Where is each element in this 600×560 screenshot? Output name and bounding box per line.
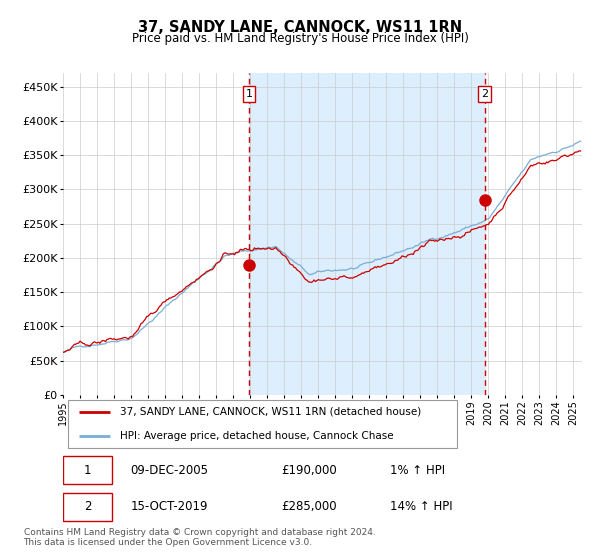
- Text: 2: 2: [481, 88, 488, 99]
- FancyBboxPatch shape: [68, 400, 457, 448]
- Text: 37, SANDY LANE, CANNOCK, WS11 1RN (detached house): 37, SANDY LANE, CANNOCK, WS11 1RN (detac…: [120, 407, 421, 417]
- Text: 37, SANDY LANE, CANNOCK, WS11 1RN: 37, SANDY LANE, CANNOCK, WS11 1RN: [138, 20, 462, 35]
- Text: 1: 1: [84, 464, 92, 477]
- Text: Contains HM Land Registry data © Crown copyright and database right 2024.
This d: Contains HM Land Registry data © Crown c…: [23, 528, 375, 548]
- Text: 1: 1: [245, 88, 253, 99]
- Text: 2: 2: [84, 500, 92, 514]
- Text: 1% ↑ HPI: 1% ↑ HPI: [390, 464, 445, 477]
- Bar: [249, 73, 485, 395]
- Text: HPI: Average price, detached house, Cannock Chase: HPI: Average price, detached house, Cann…: [120, 431, 394, 441]
- FancyBboxPatch shape: [63, 493, 112, 521]
- Text: £190,000: £190,000: [281, 464, 337, 477]
- Text: 14% ↑ HPI: 14% ↑ HPI: [390, 500, 452, 514]
- Text: 09-DEC-2005: 09-DEC-2005: [130, 464, 208, 477]
- Text: £285,000: £285,000: [281, 500, 337, 514]
- Text: Price paid vs. HM Land Registry's House Price Index (HPI): Price paid vs. HM Land Registry's House …: [131, 32, 469, 45]
- FancyBboxPatch shape: [63, 456, 112, 484]
- Text: 15-OCT-2019: 15-OCT-2019: [130, 500, 208, 514]
